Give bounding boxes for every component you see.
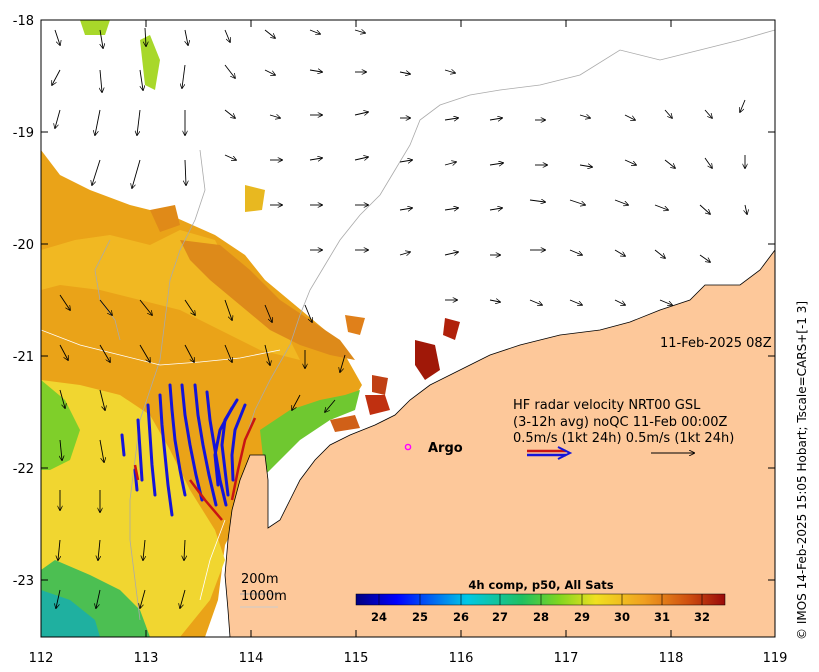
isobath-label-1000m: 1000m [241,589,287,604]
y-tick-label: -19 [13,126,34,141]
hf-radar-vectors-red [133,417,257,521]
colorbar-tick-label: 25 [412,610,428,624]
isobath-lines-white [41,329,281,601]
credit-text: © IMOS 14-Feb-2025 15:05 Hobart; Tscale=… [795,301,809,640]
colorbar-tick-label: 29 [574,610,590,624]
legend-line-3: 0.5m/s (1kt 24h) 0.5m/s (1kt 24h) [513,431,734,446]
axis-ticks [40,19,776,637]
x-tick-label: 116 [449,651,474,666]
isobath-label-200m: 200m [241,572,278,587]
land [224,249,775,637]
colorbar-tick-label: 32 [694,610,710,624]
x-tick-label: 113 [134,651,159,666]
colorbar-tick-label: 28 [533,610,549,624]
y-tick-label: -23 [13,574,34,589]
colorbar-tick-marks [378,594,703,605]
sst-swath [41,20,460,637]
x-tick-label: 115 [344,651,369,666]
colorbar-title: 4h comp, p50, All Sats [468,578,613,592]
hf-radar-vectors [120,383,247,517]
colorbar-tick-label: 24 [371,610,387,624]
map-timestamp: 11-Feb-2025 08Z [660,336,772,351]
x-tick-label: 119 [763,651,788,666]
argo-label: Argo [428,441,463,456]
colorbar-tick-label: 31 [654,610,670,624]
y-tick-label: -18 [13,14,34,29]
colorbar-labels: 24 25 26 27 28 29 30 31 32 [371,610,710,624]
legend-line-2: (3-12h avg) noQC 11-Feb 00:00Z [513,415,728,430]
map-frame [40,19,776,638]
x-tick-label: 112 [29,651,54,666]
x-tick-label: 114 [239,651,264,666]
legend-vectors [527,446,694,460]
colorbar [355,593,726,606]
y-tick-label: -21 [13,350,34,365]
legend-line-1: HF radar velocity NRT00 GSL [513,398,701,413]
model-current-arrows [52,27,747,608]
colorbar-tick-label: 26 [453,610,469,624]
colorbar-tick-label: 27 [492,610,508,624]
x-tick-label: 118 [659,651,684,666]
x-tick-label: 117 [554,651,579,666]
y-tick-label: -22 [13,462,34,477]
y-tick-label: -20 [13,238,34,253]
argo-float-marker [404,443,412,451]
colorbar-tick-label: 30 [614,610,630,624]
